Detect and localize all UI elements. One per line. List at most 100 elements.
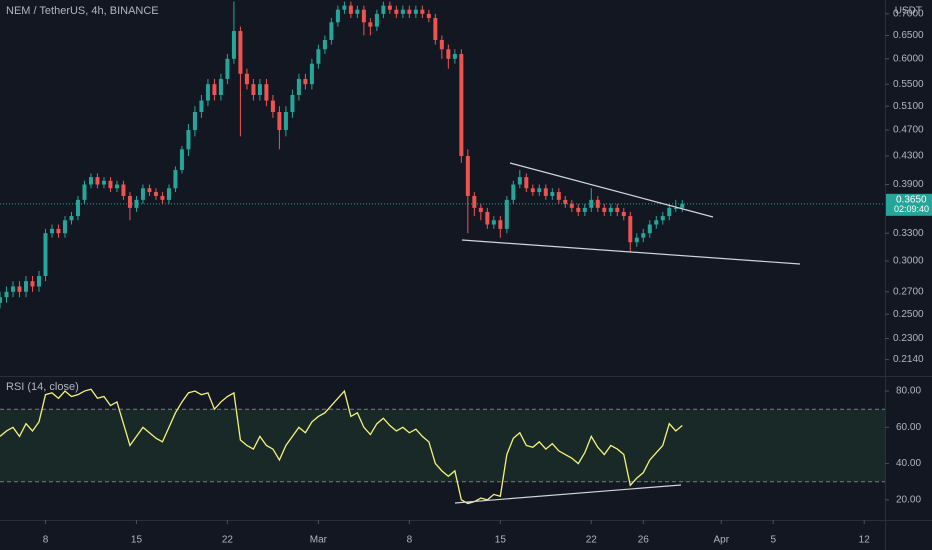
rsi-line	[0, 388, 683, 505]
candle-body	[134, 199, 139, 208]
y-tick-label: 0.2300	[893, 333, 924, 344]
x-tick-label: 22	[222, 535, 234, 546]
candle-body	[199, 100, 204, 113]
rsi-title: RSI (14, close)	[6, 381, 79, 393]
candle-body	[530, 188, 535, 193]
candle-body	[511, 184, 516, 200]
candle-body	[173, 169, 178, 189]
candle-body	[82, 184, 87, 200]
candle-body	[615, 207, 620, 212]
candle-body	[426, 13, 431, 19]
y-tick-label: 0.4300	[893, 151, 924, 162]
candle-body	[387, 5, 392, 10]
trend-line	[509, 162, 714, 218]
candle-body	[576, 207, 581, 212]
candle-body	[439, 39, 444, 50]
candle-body	[537, 188, 542, 193]
candle-body	[75, 199, 80, 217]
candle-body	[101, 180, 106, 185]
candle-body	[160, 195, 165, 200]
candle-body	[563, 199, 568, 204]
candle-body	[140, 188, 145, 200]
candle-body	[153, 192, 158, 196]
candle-body	[660, 216, 665, 221]
candle-body	[186, 130, 191, 150]
candle-body	[238, 31, 243, 74]
x-tick-label: Apr	[713, 535, 729, 546]
candle-body	[621, 211, 626, 217]
candle-body	[23, 281, 28, 292]
candle-body	[433, 18, 438, 40]
candle-body	[316, 49, 321, 64]
candle-body	[179, 149, 184, 170]
candle-body	[368, 22, 373, 27]
x-tick-label: 15	[495, 535, 507, 546]
price-pane	[0, 1, 885, 309]
candle-body	[543, 188, 548, 196]
candle-body	[420, 9, 425, 14]
candle-body	[647, 224, 652, 234]
candle-body	[49, 228, 54, 234]
y-tick-label: 0.6500	[893, 30, 924, 41]
y-tick-label: 0.5500	[893, 79, 924, 90]
x-tick-label: 22	[586, 535, 598, 546]
axes: 0.7000 0.6500 0.6000 0.5500 0.5100 0.4700 0.43…	[43, 8, 932, 546]
candle-body	[491, 220, 496, 225]
trend-line	[454, 484, 682, 504]
candle-body	[95, 177, 100, 185]
candle-body	[166, 188, 171, 200]
candle-body	[212, 84, 217, 96]
y-tick-label: 0.2140	[893, 354, 924, 365]
candle-body	[251, 84, 256, 96]
candle-body	[342, 5, 347, 10]
y-tick-label: 0.5100	[893, 101, 924, 112]
candle-body	[88, 177, 93, 185]
candle-body	[381, 5, 386, 14]
unit-label: USDT	[895, 6, 922, 17]
candle-body	[114, 184, 119, 189]
x-tick-label: Mar	[310, 535, 328, 546]
candle-body	[36, 276, 41, 287]
x-tick-label: 12	[859, 535, 871, 546]
candle-body	[4, 291, 9, 298]
candle-body	[673, 207, 678, 209]
x-tick-label: 8	[407, 535, 413, 546]
y-tick-label: 0.2700	[893, 286, 924, 297]
candle-body	[309, 63, 314, 85]
y-tick-label: 0.3300	[893, 228, 924, 239]
candle-body	[17, 286, 22, 292]
candle-body	[459, 53, 464, 157]
y-tick-label: 80.00	[896, 386, 921, 397]
candle-body	[498, 220, 503, 229]
candle-body	[192, 112, 197, 131]
candle-body	[608, 207, 613, 212]
candle-body	[413, 9, 418, 14]
candle-body	[244, 73, 249, 85]
x-tick-label: 15	[131, 535, 143, 546]
candle-body	[335, 9, 340, 23]
candle-body	[524, 177, 529, 189]
candle-body	[277, 112, 282, 131]
candle-body	[225, 58, 230, 79]
candle-body	[667, 207, 672, 217]
candle-body	[127, 195, 132, 208]
candle-body	[478, 207, 483, 212]
candle-body	[322, 39, 327, 50]
candle-body	[641, 233, 646, 238]
candle-body	[257, 84, 262, 96]
candle-body	[348, 5, 353, 14]
candle-body	[556, 192, 561, 200]
candle-body	[452, 53, 457, 59]
candle-body	[10, 286, 15, 292]
y-tick-label: 40.00	[896, 458, 921, 469]
candle-body	[582, 207, 587, 212]
candle-body	[121, 184, 126, 196]
rsi-band	[0, 409, 885, 482]
y-tick-label: 0.3900	[893, 179, 924, 190]
candle-body	[602, 207, 607, 212]
candle-body	[407, 9, 412, 14]
candle-body	[472, 195, 477, 208]
x-tick-label: 8	[43, 535, 49, 546]
